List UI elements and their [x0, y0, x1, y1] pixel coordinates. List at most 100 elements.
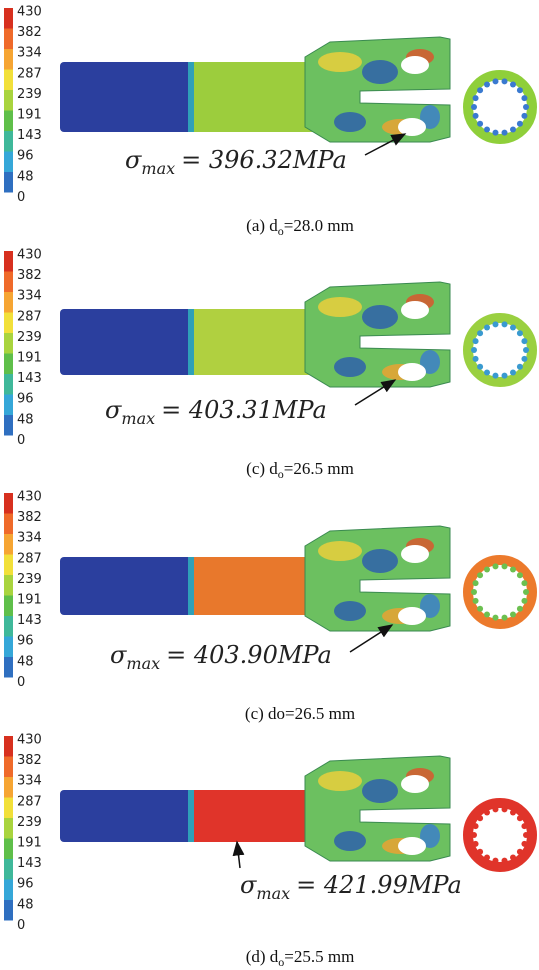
caption: (d) do=25.5 mm: [246, 947, 355, 969]
scale-segment: [4, 272, 13, 293]
annotation-value: = 403.90MPa: [166, 641, 332, 669]
scale-segment: [4, 859, 13, 880]
ring-tooth: [471, 104, 477, 110]
scale-segment: [4, 777, 13, 798]
ring-tooth: [477, 121, 483, 127]
fork-hole: [401, 56, 429, 74]
panel: 43038233428723919114396480σmax= 403.90MP…: [4, 490, 532, 724]
ring-tooth: [473, 598, 479, 604]
scale-segment: [4, 374, 13, 395]
scale-segment: [4, 575, 13, 596]
scale-segment: [4, 333, 13, 354]
scale-label: 239: [17, 87, 42, 102]
ring-tooth: [477, 572, 483, 578]
ring-tooth: [477, 849, 483, 855]
ring-tooth: [517, 330, 523, 336]
scale-label: 382: [17, 25, 42, 40]
scale-segment: [4, 818, 13, 839]
stress-patch: [318, 771, 362, 791]
scale-label: 334: [17, 774, 42, 789]
scale-label: 430: [17, 248, 42, 263]
scale-label: 96: [17, 392, 34, 407]
scale-label: 191: [17, 108, 42, 123]
ring-tooth: [510, 855, 516, 861]
ring-tooth: [510, 127, 516, 133]
scale-segment: [4, 8, 13, 29]
ring-tooth: [502, 321, 508, 327]
scale-segment: [4, 839, 13, 860]
stress-patch: [334, 831, 366, 851]
scale-segment: [4, 657, 13, 678]
fork-hole: [398, 118, 426, 136]
scale-label: 48: [17, 412, 34, 427]
ring-tooth: [510, 566, 516, 572]
ring-tooth: [502, 615, 508, 621]
ring-tooth: [521, 580, 527, 586]
annotation-symbol: σ: [240, 871, 257, 899]
fork: [305, 282, 450, 387]
fork: [305, 37, 450, 142]
ring-tooth: [477, 606, 483, 612]
ring-tooth: [517, 606, 523, 612]
scale-label: 191: [17, 593, 42, 608]
caption-prefix: (a) d: [246, 216, 278, 235]
ring-tooth: [492, 615, 498, 621]
scale-label: 0: [17, 433, 25, 448]
ring-tooth: [517, 849, 523, 855]
ring-tooth: [521, 841, 527, 847]
fork-hole: [401, 301, 429, 319]
ring-tooth: [471, 832, 477, 838]
annotation-symbol: σ: [125, 146, 142, 174]
scale-segment: [4, 900, 13, 921]
caption-prefix: (c) d: [246, 459, 278, 478]
ring-tooth: [484, 566, 490, 572]
fork-hole: [401, 545, 429, 563]
scale-segment: [4, 152, 13, 173]
ring-tooth: [502, 130, 508, 136]
scale-label: 96: [17, 149, 34, 164]
caption-prefix: (d) d: [246, 947, 279, 966]
scale-segment: [4, 555, 13, 576]
ring-tooth: [473, 113, 479, 119]
annotation: σmax= 403.31MPa: [105, 396, 327, 428]
scale-segment: [4, 49, 13, 70]
scale-segment: [4, 493, 13, 514]
shaft-left: [60, 557, 192, 615]
annotation-subscript: max: [126, 654, 160, 673]
ring-tooth: [492, 858, 498, 864]
scale-segment: [4, 111, 13, 132]
ring-tooth: [510, 612, 516, 618]
ring-tooth: [477, 87, 483, 93]
scale-label: 191: [17, 836, 42, 851]
ring-tooth: [484, 370, 490, 376]
ring-tooth: [510, 324, 516, 330]
stress-patch: [334, 357, 366, 377]
caption: (a) do=28.0 mm: [246, 216, 354, 238]
ring-tooth: [492, 321, 498, 327]
caption-suffix: =25.5 mm: [284, 947, 354, 966]
scale-label: 143: [17, 613, 42, 628]
annotation-value: = 421.99MPa: [296, 871, 462, 899]
ring-tooth: [502, 858, 508, 864]
shaft-left: [60, 309, 192, 375]
scale-segment: [4, 514, 13, 535]
stress-patch: [318, 541, 362, 561]
shaft-band: [188, 309, 194, 375]
shaft-right: [190, 557, 315, 615]
ring-tooth: [510, 809, 516, 815]
ring-tooth: [492, 806, 498, 812]
caption-prefix: (c) do=26.5 mm: [245, 704, 355, 723]
annotation-subscript: max: [141, 159, 175, 178]
ring-tooth: [502, 78, 508, 84]
shaft-left: [60, 790, 192, 842]
scale-label: 96: [17, 877, 34, 892]
ring-tooth: [484, 127, 490, 133]
ring-tooth: [523, 104, 529, 110]
shaft-band: [188, 62, 194, 132]
scale-label: 48: [17, 169, 34, 184]
scale-segment: [4, 354, 13, 375]
scale-segment: [4, 596, 13, 617]
ring-tooth: [484, 809, 490, 815]
stress-patch: [362, 60, 398, 84]
scale-segment: [4, 90, 13, 111]
